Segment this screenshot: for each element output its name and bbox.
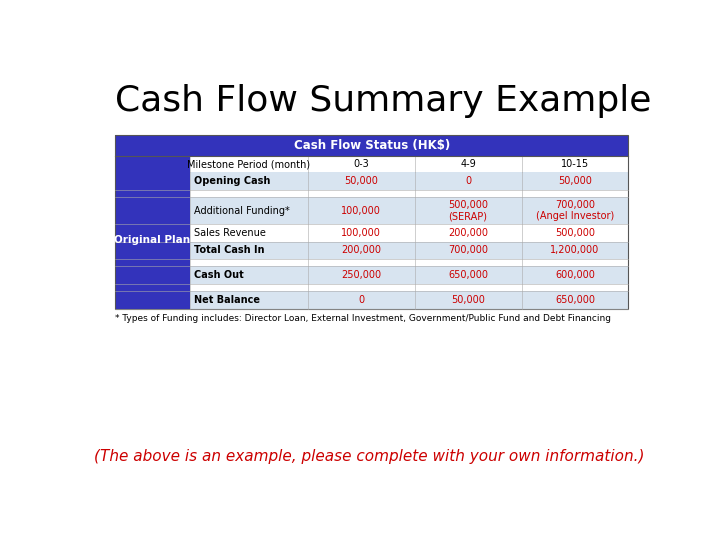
Bar	[115, 136, 629, 156]
Bar	[521, 172, 629, 190]
Bar	[415, 197, 521, 224]
Bar	[115, 156, 629, 172]
Bar	[415, 292, 521, 309]
Bar	[521, 190, 629, 197]
Bar	[115, 241, 189, 259]
Text: 250,000: 250,000	[341, 270, 381, 280]
Bar	[307, 224, 415, 241]
Bar	[307, 241, 415, 259]
Bar	[415, 266, 521, 284]
Text: 0: 0	[358, 295, 364, 305]
Bar	[415, 172, 521, 190]
Bar	[115, 197, 189, 224]
Bar	[521, 292, 629, 309]
Bar	[521, 241, 629, 259]
Bar	[115, 266, 189, 284]
Text: Cash Flow Summary Example: Cash Flow Summary Example	[115, 84, 652, 118]
Text: 650,000: 650,000	[555, 295, 595, 305]
Text: 10-15: 10-15	[561, 159, 589, 169]
Bar	[115, 156, 189, 172]
Text: 200,000: 200,000	[341, 245, 381, 255]
Bar	[521, 197, 629, 224]
Text: 50,000: 50,000	[451, 295, 485, 305]
Text: 0: 0	[465, 176, 471, 186]
Bar	[189, 241, 307, 259]
Text: * Types of Funding includes: Director Loan, External Investment, Government/Publ: * Types of Funding includes: Director Lo…	[115, 314, 611, 323]
Text: Sales Revenue: Sales Revenue	[194, 228, 266, 238]
Bar	[189, 292, 307, 309]
Text: 4-9: 4-9	[460, 159, 476, 169]
Text: Milestone Period (month): Milestone Period (month)	[187, 159, 310, 169]
Text: 700,000: 700,000	[448, 245, 488, 255]
Bar	[115, 224, 189, 241]
Text: Net Balance: Net Balance	[194, 295, 260, 305]
Bar	[189, 224, 307, 241]
Text: Cash Out: Cash Out	[194, 270, 244, 280]
Text: 650,000: 650,000	[448, 270, 488, 280]
Bar	[415, 284, 521, 292]
Bar	[189, 197, 307, 224]
Text: 1,200,000: 1,200,000	[550, 245, 600, 255]
Text: 0-3: 0-3	[354, 159, 369, 169]
Bar	[415, 241, 521, 259]
Bar	[415, 190, 521, 197]
Text: 50,000: 50,000	[558, 176, 592, 186]
Bar	[521, 284, 629, 292]
Bar	[189, 172, 307, 190]
Text: 500,000: 500,000	[555, 228, 595, 238]
Bar	[521, 259, 629, 266]
Bar	[307, 266, 415, 284]
Bar	[115, 292, 189, 309]
Bar	[115, 259, 189, 266]
Bar	[307, 190, 415, 197]
Text: 500,000
(SERAP): 500,000 (SERAP)	[448, 200, 488, 221]
Bar	[115, 284, 189, 292]
Text: 50,000: 50,000	[344, 176, 378, 186]
Text: Total Cash In: Total Cash In	[194, 245, 264, 255]
Text: 600,000: 600,000	[555, 270, 595, 280]
Bar	[521, 224, 629, 241]
Bar	[307, 292, 415, 309]
Text: Original Plan: Original Plan	[114, 235, 190, 246]
Bar	[115, 190, 189, 197]
Bar	[415, 259, 521, 266]
Text: (The above is an example, please complete with your own information.): (The above is an example, please complet…	[94, 449, 644, 464]
Text: 100,000: 100,000	[341, 206, 381, 215]
Text: Opening Cash: Opening Cash	[194, 176, 271, 186]
Bar	[115, 136, 629, 309]
Bar	[307, 259, 415, 266]
Bar	[189, 190, 307, 197]
Text: 700,000
(Angel Investor): 700,000 (Angel Investor)	[536, 200, 614, 221]
Bar	[307, 172, 415, 190]
Bar	[115, 172, 189, 190]
Text: Cash Flow Status (HK$): Cash Flow Status (HK$)	[294, 139, 450, 152]
Bar	[307, 284, 415, 292]
Text: 200,000: 200,000	[448, 228, 488, 238]
Bar	[189, 266, 307, 284]
Bar	[307, 197, 415, 224]
Bar	[189, 284, 307, 292]
Bar	[521, 266, 629, 284]
Bar	[189, 259, 307, 266]
Text: 100,000: 100,000	[341, 228, 381, 238]
Text: Additional Funding*: Additional Funding*	[194, 206, 289, 215]
Bar	[415, 224, 521, 241]
